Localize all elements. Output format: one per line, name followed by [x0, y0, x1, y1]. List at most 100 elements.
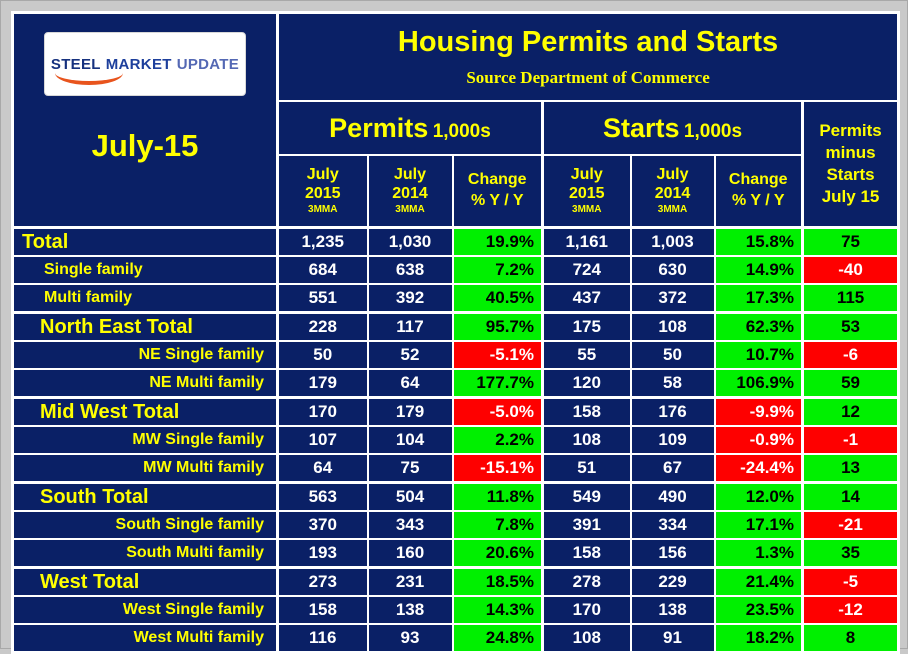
cell-starts-2015: 158	[541, 396, 632, 427]
cell-starts-2015: 724	[541, 255, 632, 285]
cell-permits-2015: 370	[276, 510, 369, 540]
col-header-change-line2: % Y / Y	[732, 192, 785, 209]
row-label: South Multi family	[11, 538, 279, 569]
cell-starts-2014: 1,003	[629, 226, 716, 257]
cell-starts-2014: 630	[629, 255, 716, 285]
cell-permits-2015: 158	[276, 595, 369, 625]
cell-permits-change: 7.8%	[451, 510, 544, 540]
cell-permits-2014: 343	[366, 510, 454, 540]
cell-permits-minus-starts: 115	[801, 283, 900, 314]
logo-swoosh-icon	[55, 61, 123, 85]
starts-group-unit: 1,000s	[683, 120, 743, 142]
cell-permits-minus-starts: 35	[801, 538, 900, 569]
table-row: Total 1,235 1,030 19.9% 1,161 1,003 15.8…	[11, 226, 900, 257]
col-header-change-line1: Change	[467, 171, 527, 189]
cell-permits-2014: 392	[366, 283, 454, 314]
col-header-year: 2015	[304, 184, 341, 202]
cell-permits-2015: 116	[276, 623, 369, 654]
cell-permits-change: -15.1%	[451, 453, 544, 484]
cell-permits-2015: 50	[276, 340, 369, 370]
cell-starts-change: 15.8%	[713, 226, 804, 257]
page-title: Housing Permits and Starts	[397, 26, 779, 58]
table-row: South Total 563 504 11.8% 549 490 12.0% …	[11, 481, 900, 512]
table-row: West Total 273 231 18.5% 278 229 21.4% -…	[11, 566, 900, 597]
col-header-change-line2: % Y / Y	[471, 192, 524, 209]
cell-starts-2015: 120	[541, 368, 632, 399]
cell-starts-2014: 229	[629, 566, 716, 597]
col-header-month: July	[656, 166, 689, 184]
cell-permits-2014: 179	[366, 396, 454, 427]
col-header-month: July	[570, 166, 603, 184]
table-row: West Multi family 116 93 24.8% 108 91 18…	[11, 623, 900, 654]
cell-permits-change: 40.5%	[451, 283, 544, 314]
cell-starts-2014: 334	[629, 510, 716, 540]
cell-permits-minus-starts: -21	[801, 510, 900, 540]
row-label: MW Multi family	[11, 453, 279, 484]
cell-starts-change: 17.1%	[713, 510, 804, 540]
cell-permits-2014: 1,030	[366, 226, 454, 257]
table-row: North East Total 228 117 95.7% 175 108 6…	[11, 311, 900, 342]
row-label: NE Single family	[11, 340, 279, 370]
cell-starts-change: 21.4%	[713, 566, 804, 597]
cell-permits-minus-starts: -1	[801, 425, 900, 455]
cell-permits-2015: 273	[276, 566, 369, 597]
table-row: West Single family 158 138 14.3% 170 138…	[11, 595, 900, 625]
cell-permits-2014: 93	[366, 623, 454, 654]
col-header-year: 2015	[568, 184, 605, 202]
col-header-month: July	[393, 166, 426, 184]
starts-group-header: Starts 1,000s	[541, 100, 804, 156]
source-subtitle: Source Department of Commerce	[466, 68, 710, 87]
row-label: Single family	[11, 255, 279, 285]
cell-permits-minus-starts: -12	[801, 595, 900, 625]
cell-starts-change: 12.0%	[713, 481, 804, 512]
cell-starts-change: 1.3%	[713, 538, 804, 569]
cell-permits-change: 7.2%	[451, 255, 544, 285]
cell-starts-2015: 278	[541, 566, 632, 597]
cell-permits-2014: 64	[366, 368, 454, 399]
col-header-year: 2014	[654, 184, 691, 202]
cell-starts-2014: 67	[629, 453, 716, 484]
cell-starts-2014: 138	[629, 595, 716, 625]
pms-header-line2: minus	[825, 142, 876, 162]
cell-starts-2014: 372	[629, 283, 716, 314]
cell-starts-2014: 490	[629, 481, 716, 512]
cell-permits-2015: 193	[276, 538, 369, 569]
permits-group-header: Permits 1,000s	[276, 100, 544, 156]
cell-starts-change: 106.9%	[713, 368, 804, 399]
cell-starts-2015: 437	[541, 283, 632, 314]
cell-starts-2015: 170	[541, 595, 632, 625]
table-row: NE Multi family 179 64 177.7% 120 58 106…	[11, 368, 900, 399]
row-label: West Single family	[11, 595, 279, 625]
cell-starts-change: 17.3%	[713, 283, 804, 314]
row-label: South Single family	[11, 510, 279, 540]
cell-permits-2014: 504	[366, 481, 454, 512]
title-cell: Housing Permits and Starts Source Depart…	[276, 11, 900, 102]
cell-permits-2015: 170	[276, 396, 369, 427]
starts-july2014-col-header: July 2014 3MMA	[629, 154, 716, 229]
cell-permits-minus-starts: -40	[801, 255, 900, 285]
report-date: July-15	[91, 128, 199, 163]
cell-permits-2014: 138	[366, 595, 454, 625]
cell-starts-change: -0.9%	[713, 425, 804, 455]
permits-change-col-header: Change % Y / Y	[451, 154, 544, 229]
cell-permits-minus-starts: 59	[801, 368, 900, 399]
cell-permits-minus-starts: 53	[801, 311, 900, 342]
cell-starts-2015: 175	[541, 311, 632, 342]
permits-group-label: Permits	[329, 112, 429, 143]
cell-permits-change: 2.2%	[451, 425, 544, 455]
table-row: Single family 684 638 7.2% 724 630 14.9%…	[11, 255, 900, 285]
cell-starts-2015: 55	[541, 340, 632, 370]
cell-starts-2014: 91	[629, 623, 716, 654]
col-header-note: 3MMA	[572, 203, 602, 215]
cell-starts-change: 23.5%	[713, 595, 804, 625]
cell-permits-2014: 638	[366, 255, 454, 285]
table-row: Mid West Total 170 179 -5.0% 158 176 -9.…	[11, 396, 900, 427]
housing-permits-starts-table: STEEL MARKET UPDATE July-15 Housing Perm…	[11, 11, 901, 654]
cell-permits-change: -5.1%	[451, 340, 544, 370]
cell-permits-2014: 104	[366, 425, 454, 455]
starts-group-label: Starts	[602, 112, 680, 143]
pms-header-line1: Permits	[819, 120, 882, 140]
cell-permits-minus-starts: 8	[801, 623, 900, 654]
cell-permits-2015: 551	[276, 283, 369, 314]
logo-word-steel: STEEL	[50, 55, 101, 73]
